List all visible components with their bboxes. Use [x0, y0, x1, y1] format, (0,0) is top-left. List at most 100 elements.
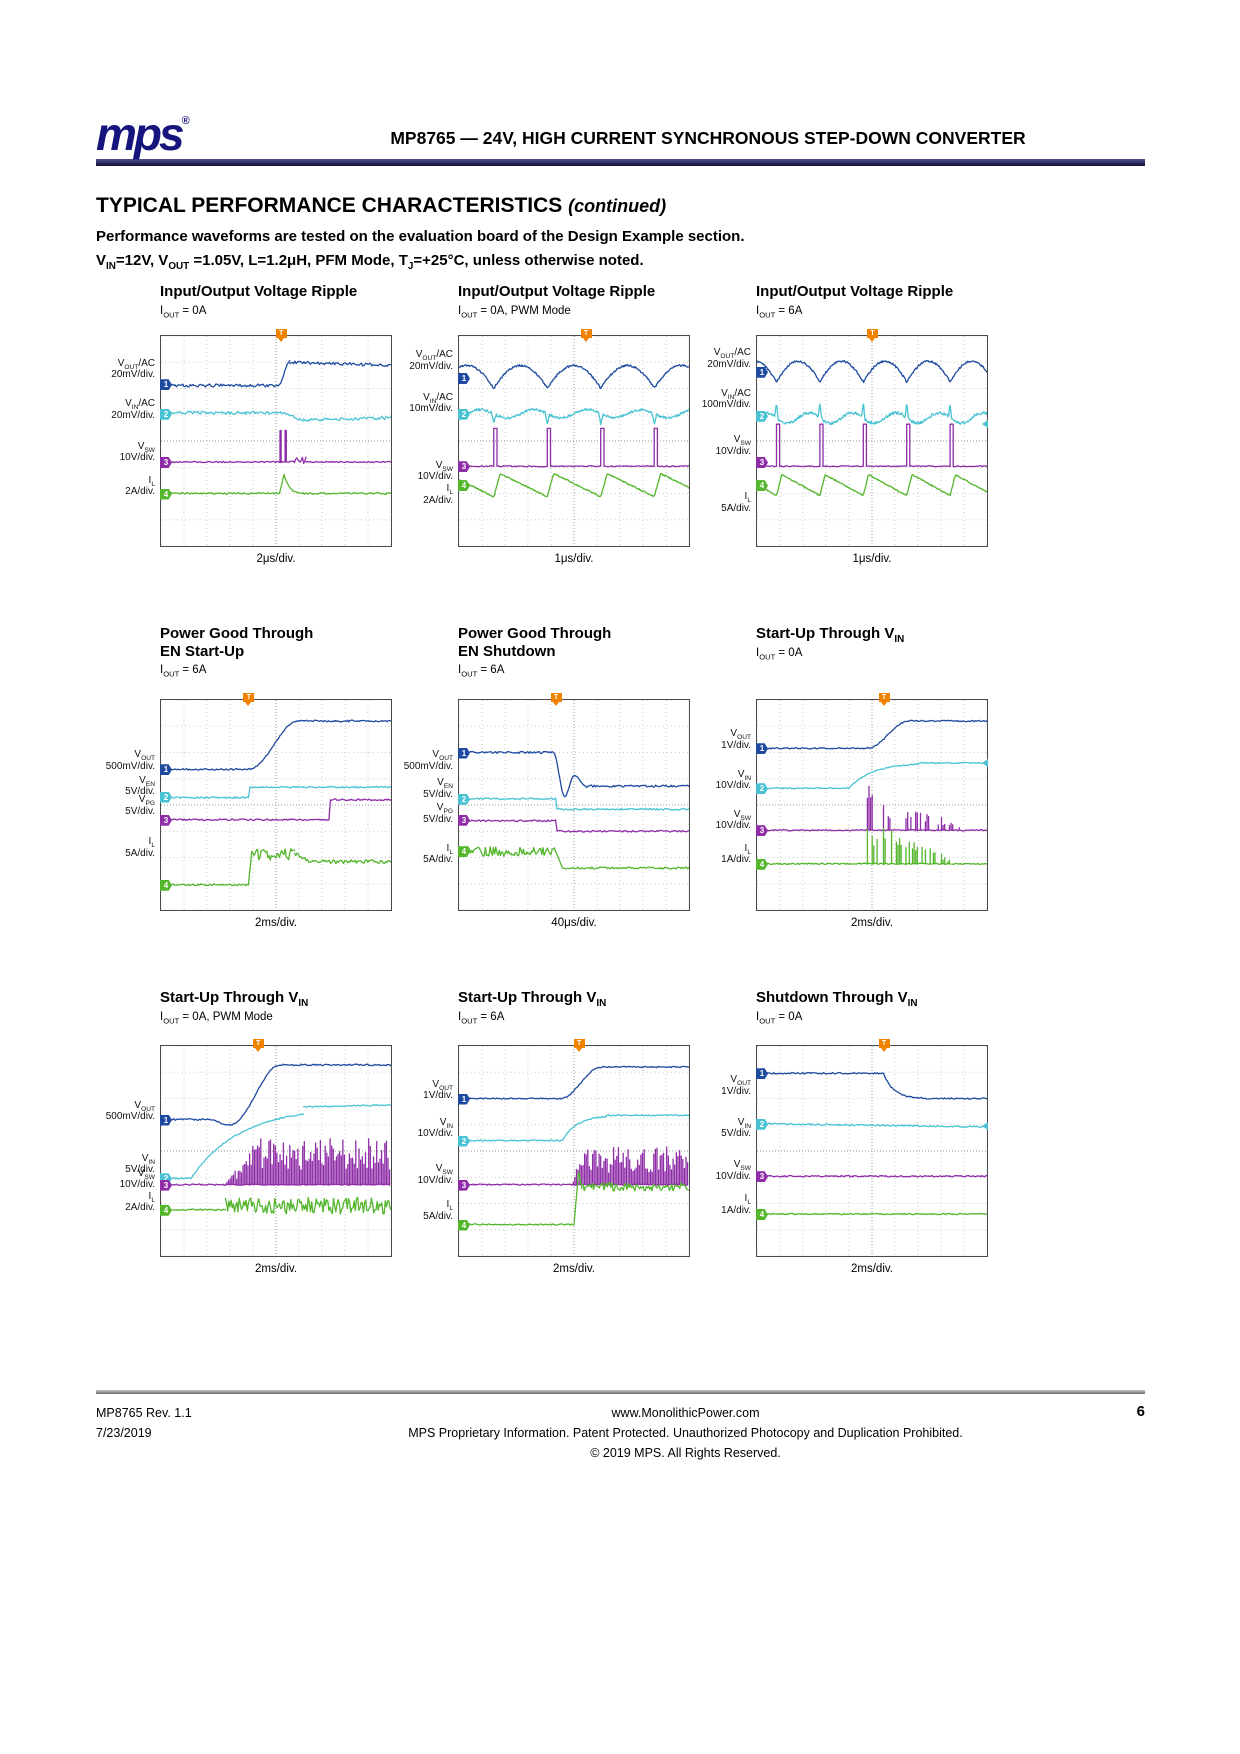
- channel-name: VOUT/AC: [713, 347, 751, 361]
- channel-name: VOUT: [730, 1074, 751, 1088]
- timebase-label: 1μs/div.: [852, 553, 892, 565]
- oscilloscope-screen: T 1 2 3 4: [756, 329, 988, 547]
- oscilloscope-screen: T 1 2 3 4: [458, 329, 690, 547]
- waveform-trace: [161, 410, 391, 422]
- registered-trademark-icon: ®: [181, 115, 190, 127]
- waveform-trace: [757, 1071, 987, 1100]
- trigger-marker: T: [878, 1039, 890, 1052]
- waveform-trace: [757, 359, 987, 384]
- channel-4-marker-icon: 4: [756, 858, 768, 870]
- plot-header: Power Good Through EN Start-Up IOUT = 6A: [160, 625, 392, 699]
- channel-label: IL 2A/div.: [125, 475, 155, 498]
- footer-legal: MPS Proprietary Information. Patent Prot…: [408, 1426, 963, 1440]
- channel-scale: 10V/div.: [715, 1170, 751, 1182]
- channel-scale: 5A/div.: [423, 854, 453, 866]
- section-title-continued: (continued): [568, 196, 667, 216]
- scope-plot: Input/Output Voltage Ripple IOUT = 0A, P…: [394, 283, 692, 565]
- plot-title: Start-Up Through VIN: [458, 989, 607, 1009]
- channel-name: IL: [744, 491, 751, 505]
- plot-title: Shutdown Through VIN: [756, 989, 918, 1009]
- channel-label: VOUT/AC 20mV/div.: [111, 358, 155, 381]
- channel-scale: 1A/div.: [721, 1204, 751, 1216]
- channel-name: IL: [446, 483, 453, 496]
- channel-2-marker-icon: 2: [160, 408, 172, 420]
- waveform-svg: [757, 700, 987, 910]
- channel-4-marker-icon: 4: [160, 488, 172, 500]
- channel-scale: 20mV/div.: [707, 358, 751, 370]
- footer-website-link[interactable]: www.MonolithicPower.com: [611, 1406, 760, 1420]
- channel-label: VSW 10V/div.: [418, 1163, 453, 1186]
- channel-name: VOUT: [134, 1099, 155, 1113]
- plot-title: Power Good Through EN Shutdown: [458, 625, 612, 660]
- channel-name: VSW: [733, 434, 751, 448]
- channel-label: IL 5A/div.: [125, 836, 155, 859]
- waveform-trace: [757, 423, 987, 468]
- channel-label: VSW 10V/div.: [716, 1159, 751, 1182]
- scope-plot: Input/Output Voltage Ripple IOUT = 0A VO…: [96, 283, 394, 565]
- channel-2-marker-icon: 2: [160, 1173, 172, 1185]
- channel-3-marker-icon: 3: [756, 457, 768, 468]
- plot-title: Input/Output Voltage Ripple: [756, 283, 954, 300]
- channel-scale: 1V/div.: [721, 1085, 751, 1097]
- channel-name: IL: [446, 842, 453, 856]
- scope-plot: Start-Up Through VIN IOUT = 0A, PWM Mode…: [96, 989, 394, 1275]
- waveform-trace: [757, 785, 987, 832]
- channel-name: IL: [446, 1199, 453, 1213]
- scope-plot: Power Good Through EN Shutdown IOUT = 6A…: [394, 625, 692, 929]
- channel-scale: 20mV/div.: [111, 369, 155, 381]
- channel-label: VSW 10V/div.: [120, 1168, 155, 1191]
- oscilloscope-screen: T 1 2 3 4: [160, 693, 392, 911]
- channel-label: IL 1A/div.: [721, 1193, 751, 1216]
- channel-label-column: VOUT 500mV/div. VIN 5V/div. VSW 10V/div. IL 2A/…: [96, 1045, 160, 1257]
- plots-grid: Input/Output Voltage Ripple IOUT = 0A VO…: [96, 283, 1240, 1275]
- channel-label: VIN/AC 100mV/div.: [702, 388, 751, 411]
- channel-name: IL: [148, 1190, 155, 1204]
- channel-scale: 10mV/div.: [409, 403, 453, 415]
- channel-name: VOUT: [730, 728, 751, 742]
- channel-3-marker-icon: 3: [458, 1179, 470, 1191]
- channel-scale: 100mV/div.: [701, 399, 751, 411]
- waveform-trace: [161, 785, 391, 800]
- waveform-svg: [161, 336, 391, 546]
- channel-label: IL 2A/div.: [125, 1191, 155, 1214]
- channel-name: VSW: [137, 1167, 155, 1181]
- doc-revision: MP8765 Rev. 1.1: [96, 1406, 192, 1420]
- channel-name: VSW: [435, 1163, 453, 1177]
- waveform-svg: [757, 1046, 987, 1256]
- channel-name: VIN/AC: [721, 387, 751, 401]
- channel-3-marker-icon: 3: [160, 814, 172, 826]
- channel-scale: 20mV/div.: [111, 409, 155, 421]
- channel-scale: 5V/div.: [125, 1164, 155, 1176]
- channel-label: VSW 10V/div.: [716, 434, 751, 457]
- waveform-trace: [459, 1114, 689, 1142]
- plot-subtitle: IOUT = 6A: [756, 304, 803, 319]
- channel-label: VIN/AC 20mV/div.: [111, 398, 155, 421]
- trigger-marker: T: [550, 693, 562, 706]
- channel-1-marker-icon: 1: [458, 373, 470, 384]
- plot-header: Input/Output Voltage Ripple IOUT = 0A: [160, 283, 392, 335]
- plot-title: Input/Output Voltage Ripple: [458, 283, 656, 300]
- channel-label-column: VOUT 500mV/div. VEN 5V/div. VPG 5V/div. IL 5A/d…: [394, 699, 458, 911]
- channel-scale: 5V/div.: [125, 805, 155, 817]
- oscilloscope-screen: T 1 2 3 4: [756, 1039, 988, 1257]
- channel-label: VOUT/AC 20mV/div.: [409, 349, 453, 372]
- channel-scale: 10V/div.: [417, 471, 453, 483]
- channel-1-marker-icon: 1: [160, 764, 172, 776]
- waveform-trace: [757, 827, 987, 866]
- mps-logo-text: mps: [96, 108, 185, 160]
- channel-name: VIN: [141, 1152, 155, 1166]
- plot-title: Start-Up Through VIN: [160, 989, 309, 1009]
- section-title: TYPICAL PERFORMANCE CHARACTERISTICS (con…: [96, 194, 1240, 218]
- waveform-trace: [459, 797, 689, 811]
- channel-scale: 10V/div.: [715, 820, 751, 832]
- channel-label-column: VOUT/AC 20mV/div. VIN/AC 100mV/div. VSW 10V/d…: [692, 335, 756, 547]
- channel-scale: 10V/div.: [119, 1179, 155, 1191]
- plot-subtitle: IOUT = 6A: [458, 664, 505, 679]
- channel-name: VOUT/AC: [415, 349, 453, 363]
- waveform-trace: [459, 1065, 689, 1100]
- channel-label: VOUT 1V/div.: [423, 1079, 453, 1102]
- channel-scale: 500mV/div.: [105, 760, 155, 772]
- waveform-trace: [459, 819, 689, 833]
- channel-scale: 5V/div.: [125, 786, 155, 798]
- right-edge-marker-icon: [978, 1121, 988, 1130]
